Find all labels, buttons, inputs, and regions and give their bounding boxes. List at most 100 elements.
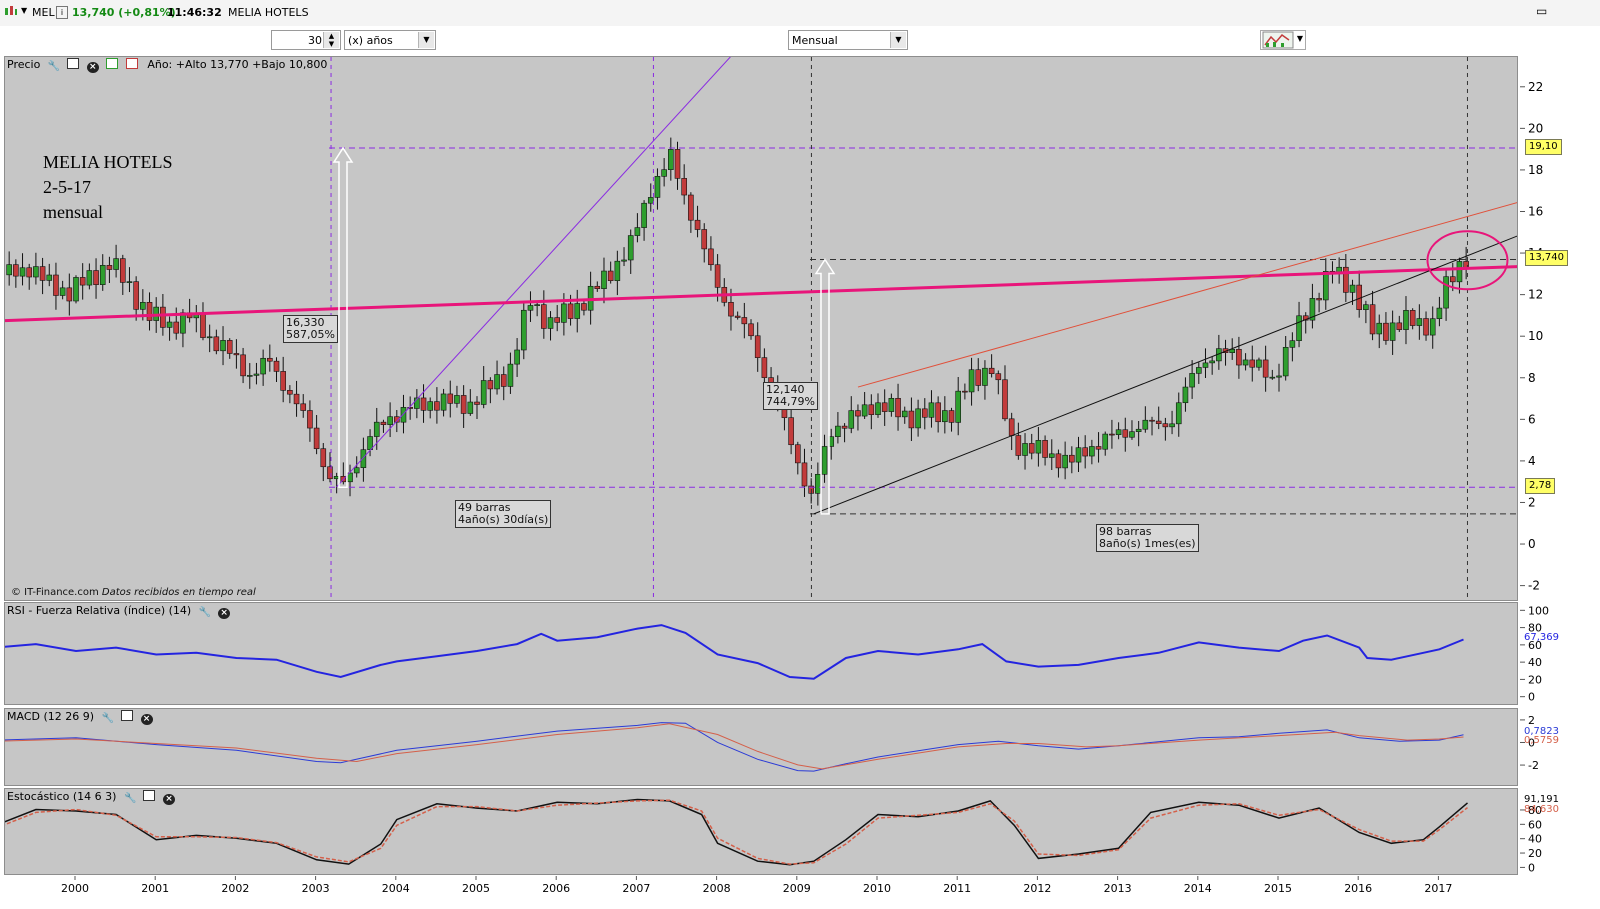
chart-tools-button[interactable]: ▼ bbox=[1260, 30, 1306, 50]
candle-up bbox=[480, 380, 487, 405]
candle-down bbox=[500, 374, 507, 387]
candle-down bbox=[895, 398, 901, 418]
rsi-chart bbox=[5, 624, 1464, 680]
candle-up bbox=[353, 467, 360, 474]
candle-up bbox=[220, 340, 226, 352]
wrench-icon[interactable]: 🔧 bbox=[198, 607, 212, 618]
candle-up bbox=[1322, 271, 1329, 301]
ticker-symbol[interactable]: MEL bbox=[32, 6, 55, 19]
chart-note: MELIA HOTELS 2-5-17 mensual bbox=[43, 150, 173, 225]
macd-panel[interactable]: MACD (12 26 9) 🔧 × bbox=[4, 708, 1518, 786]
year-stats: Año: +Alto 13,770 +Bajo 10,800 bbox=[147, 58, 328, 71]
candle-down bbox=[734, 315, 741, 318]
price-tick-label: 16 bbox=[1528, 204, 1543, 218]
candle-up bbox=[928, 402, 935, 418]
candle-down bbox=[1343, 266, 1349, 293]
close-icon[interactable]: × bbox=[140, 714, 153, 725]
candle-up bbox=[601, 270, 607, 289]
interval-select[interactable]: Mensual ▼ bbox=[788, 30, 908, 50]
candle-down bbox=[1249, 359, 1256, 368]
quote-change: 13,740 (+0,81%) bbox=[72, 6, 176, 19]
price-tick-label: 0 bbox=[1528, 537, 1536, 551]
candle-down bbox=[1055, 453, 1062, 469]
remove-icon[interactable] bbox=[125, 58, 138, 69]
candle-up bbox=[1196, 367, 1202, 374]
candle-up bbox=[668, 149, 674, 170]
price-tick-label: 2 bbox=[1528, 495, 1536, 509]
low-price-tag: 2,78 bbox=[1525, 478, 1556, 495]
price-tick-label: 6 bbox=[1528, 412, 1536, 426]
chart-candles-icon[interactable] bbox=[4, 4, 18, 18]
wrench-icon[interactable]: 🔧 bbox=[47, 61, 61, 72]
candle-up bbox=[1389, 322, 1396, 341]
close-icon[interactable]: × bbox=[218, 608, 231, 619]
window-icon[interactable] bbox=[121, 710, 134, 721]
candle-down bbox=[213, 336, 220, 352]
wrench-icon[interactable]: 🔧 bbox=[101, 713, 114, 724]
note-title: MELIA HOTELS bbox=[43, 152, 173, 172]
year-tick-label: 2004 bbox=[382, 882, 410, 895]
year-tick-label: 2010 bbox=[863, 882, 891, 895]
candle-down bbox=[173, 321, 180, 334]
stochastic-panel[interactable]: Estocástico (14 6 3) 🔧 × bbox=[4, 788, 1518, 875]
candle-down bbox=[794, 444, 801, 464]
dropdown-arrow-icon[interactable]: ▼ bbox=[21, 6, 28, 15]
candle-down bbox=[233, 353, 240, 356]
price-tick-label: 4 bbox=[1528, 454, 1536, 468]
candle-down bbox=[300, 403, 307, 411]
candle-up bbox=[835, 425, 841, 438]
interval-value: Mensual bbox=[792, 34, 838, 47]
candle-down bbox=[53, 274, 59, 296]
candle-down bbox=[674, 149, 681, 179]
year-tick-label: 2008 bbox=[703, 882, 731, 895]
candle-down bbox=[66, 287, 73, 302]
ann-duration: 8año(s) 1mes(es) bbox=[1099, 537, 1196, 550]
candle-down bbox=[694, 219, 701, 230]
stepper-arrows-icon[interactable]: ▲ ▼ bbox=[323, 32, 339, 48]
price-axis: -20246810121416182022 bbox=[1520, 80, 1543, 593]
close-icon[interactable]: × bbox=[86, 62, 99, 73]
candle-up bbox=[1282, 347, 1289, 377]
candle-down bbox=[841, 425, 848, 429]
breakout-highlight bbox=[1426, 230, 1509, 291]
candle-up bbox=[73, 277, 79, 302]
series-line--d bbox=[5, 799, 1468, 865]
window-icon[interactable] bbox=[67, 58, 80, 69]
year-tick-label: 2013 bbox=[1104, 882, 1132, 895]
close-icon[interactable]: × bbox=[162, 794, 175, 805]
period-unit-select[interactable]: (x) años ▼ bbox=[344, 30, 436, 50]
window-icon[interactable] bbox=[143, 790, 156, 801]
period-stepper[interactable]: 30 ▲ ▼ bbox=[271, 30, 341, 50]
export-icon[interactable] bbox=[106, 58, 119, 69]
candle-down bbox=[380, 421, 387, 425]
rsi-panel-title: RSI - Fuerza Relativa (índice) (14) bbox=[7, 604, 192, 617]
candle-up bbox=[1189, 373, 1195, 388]
ann-percent: 587,05% bbox=[286, 328, 335, 341]
wrench-icon[interactable]: 🔧 bbox=[123, 793, 137, 804]
candle-down bbox=[567, 303, 574, 319]
axis-tick-label: 0 bbox=[1528, 736, 1535, 749]
price-panel[interactable]: Precio 🔧 × Año: +Alto 13,770 +Bajo 10,80… bbox=[4, 56, 1518, 601]
price-tick-label: 12 bbox=[1528, 288, 1543, 302]
candle-down bbox=[1028, 443, 1035, 454]
minimize-icon[interactable]: ▭ bbox=[1536, 4, 1548, 18]
candle-up bbox=[647, 197, 654, 204]
candle-down bbox=[761, 357, 768, 378]
candle-down bbox=[79, 277, 86, 286]
candle-up bbox=[126, 281, 133, 283]
candle-up bbox=[1169, 423, 1175, 428]
info-icon[interactable]: i bbox=[56, 6, 68, 19]
candle-up bbox=[454, 395, 460, 404]
instrument-name: MELIA HOTELS bbox=[228, 6, 309, 19]
candle-down bbox=[1095, 446, 1102, 450]
candle-up bbox=[1289, 340, 1296, 348]
candle-down bbox=[935, 402, 941, 423]
rsi-panel[interactable]: RSI - Fuerza Relativa (índice) (14) 🔧 × bbox=[4, 602, 1518, 705]
candle-down bbox=[1162, 423, 1169, 428]
candle-down bbox=[921, 408, 928, 418]
series-line-rsi bbox=[5, 624, 1464, 680]
candle-up bbox=[253, 373, 260, 376]
candle-up bbox=[641, 202, 647, 228]
copyright-owner: © IT-Finance.com bbox=[11, 587, 99, 598]
candle-down bbox=[1409, 310, 1416, 326]
